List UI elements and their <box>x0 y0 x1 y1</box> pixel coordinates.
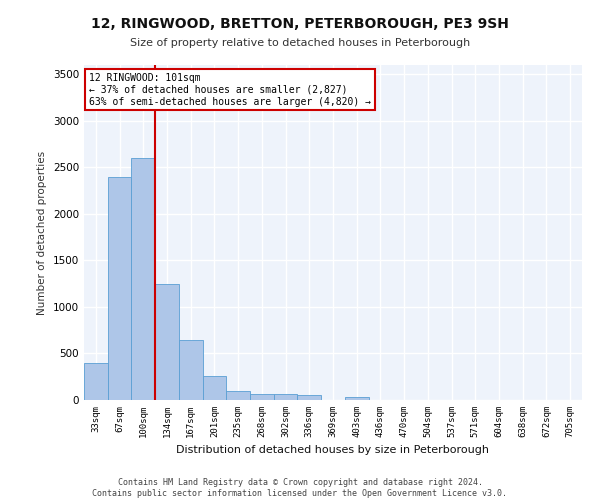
Bar <box>131 158 155 400</box>
Bar <box>155 284 179 400</box>
Bar <box>203 376 226 400</box>
Bar <box>298 396 321 400</box>
Text: 12, RINGWOOD, BRETTON, PETERBOROUGH, PE3 9SH: 12, RINGWOOD, BRETTON, PETERBOROUGH, PE3… <box>91 18 509 32</box>
Bar <box>226 390 250 400</box>
Bar <box>250 394 274 400</box>
Text: 12 RINGWOOD: 101sqm
← 37% of detached houses are smaller (2,827)
63% of semi-det: 12 RINGWOOD: 101sqm ← 37% of detached ho… <box>89 74 371 106</box>
Bar <box>84 363 108 400</box>
Text: Size of property relative to detached houses in Peterborough: Size of property relative to detached ho… <box>130 38 470 48</box>
Bar <box>179 340 203 400</box>
X-axis label: Distribution of detached houses by size in Peterborough: Distribution of detached houses by size … <box>176 446 490 456</box>
Text: Contains HM Land Registry data © Crown copyright and database right 2024.
Contai: Contains HM Land Registry data © Crown c… <box>92 478 508 498</box>
Y-axis label: Number of detached properties: Number of detached properties <box>37 150 47 314</box>
Bar <box>345 396 368 400</box>
Bar <box>108 176 131 400</box>
Bar <box>274 394 298 400</box>
